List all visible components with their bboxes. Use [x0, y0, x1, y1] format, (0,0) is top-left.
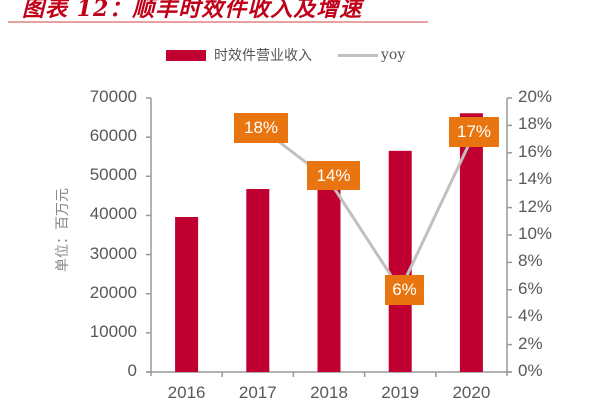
right-tick-label: 14% — [518, 169, 553, 189]
legend-bar-label: 时效件营业收入 — [214, 48, 312, 64]
chart-title: 图表 12：顺丰时效件收入及增速 — [22, 0, 363, 22]
yoy-data-label: 18% — [234, 113, 288, 143]
legend-line-label: yoy — [381, 47, 406, 63]
left-tick-label: 10000 — [89, 321, 137, 341]
right-tick-label: 8% — [518, 251, 543, 271]
bar-2020 — [459, 113, 483, 372]
legend: 时效件营业收入 yoy — [166, 45, 405, 65]
right-tick-label: 20% — [518, 87, 553, 106]
x-tick-label: 2016 — [167, 383, 206, 402]
yoy-line — [256, 124, 473, 293]
left-tick-label: 30000 — [89, 243, 137, 263]
yoy-data-label: 6% — [385, 275, 424, 305]
bar-2016 — [175, 216, 199, 372]
right-tick-label: 0% — [518, 361, 543, 380]
right-tick-label: 18% — [518, 114, 553, 134]
right-tick-label: 2% — [518, 333, 543, 353]
title-divider — [8, 21, 428, 23]
right-tick-label: 4% — [518, 306, 543, 326]
x-tick-label: 2020 — [452, 383, 491, 402]
yoy-data-label: 17% — [449, 117, 499, 147]
x-tick-label: 2019 — [381, 383, 420, 402]
left-tick-label: 70000 — [89, 87, 137, 106]
right-tick-label: 6% — [518, 278, 543, 298]
right-tick-label: 10% — [518, 224, 553, 243]
bar-2018 — [317, 163, 341, 372]
left-tick-label: 40000 — [89, 204, 137, 224]
x-tick-label: 2017 — [238, 383, 277, 402]
left-tick-label: 0 — [127, 361, 137, 380]
yoy-data-label: 14% — [307, 161, 360, 190]
right-tick-label: 16% — [518, 141, 553, 161]
x-tick-label: 2018 — [310, 383, 348, 402]
left-tick-label: 20000 — [89, 282, 137, 302]
left-tick-label: 60000 — [89, 126, 137, 146]
legend-line-swatch — [338, 53, 378, 57]
left-tick-label: 50000 — [89, 165, 137, 185]
bar-2019 — [388, 150, 412, 372]
yoy-line-series — [256, 124, 473, 293]
legend-bar-swatch — [166, 49, 206, 61]
right-tick-label: 12% — [518, 196, 553, 216]
bar-2017 — [246, 189, 270, 372]
bar-series — [175, 113, 483, 372]
